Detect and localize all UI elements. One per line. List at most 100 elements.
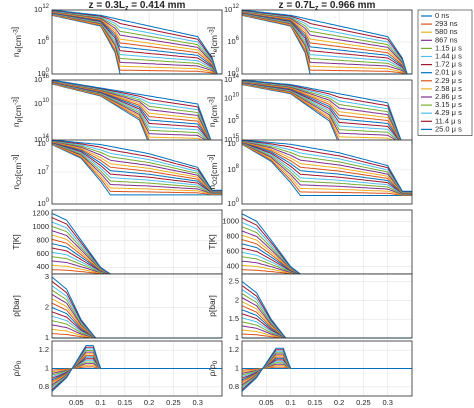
series-line: [241, 139, 412, 192]
series-line: [241, 139, 412, 192]
series-line: [51, 11, 222, 75]
tick-label: 1015: [224, 134, 240, 144]
y-axis-label: T[K]: [11, 234, 21, 250]
legend-entry: 1.15 μ s: [435, 43, 462, 52]
subplot: 1012 106 100 ne[cm-3]: [206, 4, 413, 78]
tick-label: 0.15: [118, 398, 133, 407]
series-line: [241, 13, 412, 75]
tick-label: 1: [235, 333, 239, 342]
series-line: [51, 140, 222, 192]
series-line: [51, 13, 222, 75]
series-line: [241, 79, 412, 145]
axes-box: [241, 273, 413, 339]
series-line: [51, 140, 222, 192]
tick-label: 400: [226, 261, 239, 270]
tick-label: 0.05: [69, 398, 84, 407]
series-line: [241, 140, 412, 193]
tick-label: 0.25: [356, 398, 371, 407]
series-line: [51, 141, 222, 194]
series-line: [51, 12, 222, 75]
legend-entry: 2.58 μ s: [435, 84, 462, 93]
tick-label: 1.2: [229, 345, 239, 354]
series-line: [241, 13, 412, 75]
series-line: [241, 14, 412, 75]
y-axis-label: p[bar]: [11, 295, 21, 317]
tick-label: 2.5: [229, 277, 239, 286]
series-line: [51, 143, 222, 195]
axes-box: [51, 273, 223, 339]
tick-label: 0.8: [229, 382, 239, 391]
series-line: [241, 9, 412, 75]
series-line: [51, 143, 222, 195]
tick-label: 0.3: [382, 398, 392, 407]
tick-label: 3: [45, 272, 49, 281]
series-line: [241, 14, 412, 75]
y-axis-label: nO2[cm-3]: [10, 154, 24, 189]
y-axis-label: T[K]: [207, 234, 217, 250]
legend-entry: 2.86 μ s: [435, 92, 462, 101]
tick-label: 100: [37, 198, 49, 208]
series-line: [51, 12, 222, 75]
axes-box: [51, 139, 223, 205]
tick-label: 0.05: [259, 398, 274, 407]
series-line: [241, 142, 412, 195]
tick-label: 2: [235, 295, 239, 304]
series-line: [241, 11, 412, 75]
legend-entry: 11.4 μ s: [435, 116, 462, 125]
axes-box: [51, 9, 223, 75]
series-line: [241, 81, 412, 145]
tick-label: 0.3: [192, 398, 202, 407]
legend-entry: 2.29 μ s: [435, 76, 462, 85]
y-axis-label: ne[cm-3]: [10, 27, 24, 57]
subplot: 2.5 2 1.5 1 p[bar]: [207, 273, 413, 342]
series-line: [241, 12, 412, 75]
series-line: [51, 144, 222, 196]
series-line: [51, 10, 222, 75]
tick-label: 1000: [32, 222, 49, 231]
series-line: [241, 11, 412, 75]
tick-label: 1010: [34, 98, 50, 108]
series-line: [51, 141, 222, 193]
axes-box: [241, 139, 413, 205]
series-line: [51, 139, 222, 191]
series-line: [241, 141, 412, 194]
tick-label: 105: [227, 115, 239, 125]
series-line: [51, 142, 222, 194]
series-line: [51, 141, 222, 193]
tick-label: 1.5: [229, 314, 239, 323]
tick-label: 0.2: [334, 398, 344, 407]
tick-label: 0.8: [39, 382, 49, 391]
series-line: [241, 10, 412, 75]
series-line: [51, 13, 222, 75]
series-line: [241, 9, 412, 75]
series-line: [241, 347, 412, 392]
tick-label: 0.1: [285, 398, 295, 407]
tick-label: 0.25: [166, 398, 181, 407]
tick-label: 0.1: [95, 398, 105, 407]
tick-label: 800: [36, 235, 49, 244]
tick-label: 1.2: [39, 345, 49, 354]
series-line: [51, 9, 222, 75]
tick-label: 106: [37, 36, 49, 46]
series-line: [51, 11, 222, 75]
tick-label: 0.2: [144, 398, 154, 407]
tick-label: 1: [45, 333, 49, 342]
series-line: [241, 81, 412, 145]
tick-label: 107: [37, 166, 49, 176]
y-axis-label: ρ/ρ0: [11, 360, 23, 376]
series-line: [51, 10, 222, 75]
tick-label: 100: [227, 138, 239, 148]
tick-label: 108: [227, 163, 239, 173]
legend-entry: 0 ns: [435, 11, 449, 20]
column-title: z = 0.3Lz = 0.414 mm: [89, 0, 186, 12]
tick-label: 1: [45, 363, 49, 372]
legend-entry: 1.44 μ s: [435, 51, 462, 60]
y-axis-label: ρ/ρ0: [207, 360, 219, 376]
tick-label: 1016: [34, 74, 50, 84]
subplot: 1.210.8ρ/ρ00.050.10.150.20.250.3r[mm]: [11, 340, 223, 408]
series-line: [51, 142, 222, 194]
series-line: [241, 82, 412, 145]
axes-box: [51, 340, 223, 397]
legend-entry: 2.01 μ s: [435, 68, 462, 77]
